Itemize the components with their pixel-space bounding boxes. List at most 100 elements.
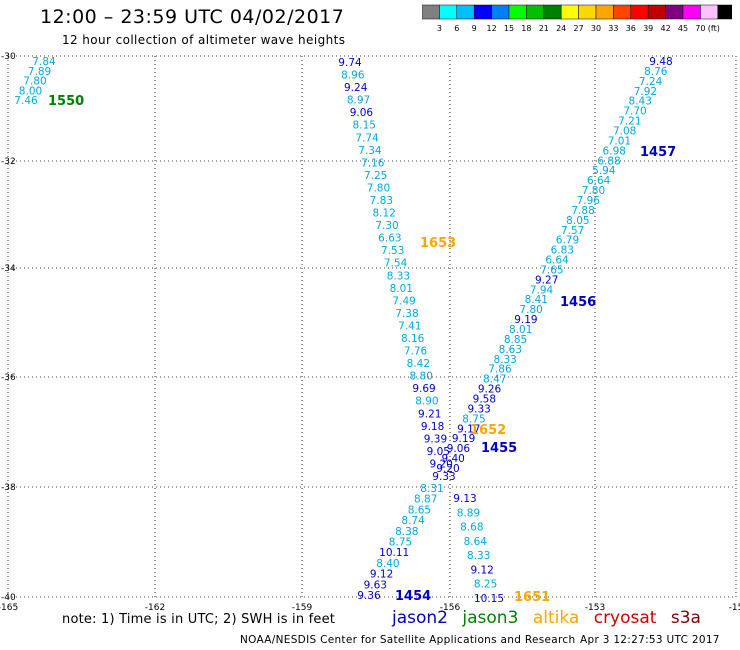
swh-value: 9.63 (364, 579, 387, 591)
swh-value: 8.33 (493, 354, 516, 366)
swh-value: 7.70 (623, 106, 646, 118)
pass-time-label: 1456 (560, 295, 596, 310)
pass-time-label: 1457 (640, 145, 676, 160)
swh-value: 7.83 (370, 195, 393, 207)
satellite-jason3: jason3 (462, 608, 519, 628)
swh-value: 9.58 (473, 394, 496, 406)
page-subtitle: 12 hour collection of altimeter wave hei… (62, 33, 346, 47)
legend-label: 12 (487, 24, 497, 33)
swh-value: 7.34 (358, 145, 382, 157)
swh-value: 9.17 (457, 423, 480, 435)
lat-tick-label: -40 (1, 593, 16, 603)
swh-value: 7.46 (14, 95, 38, 107)
swh-value: 8.43 (629, 96, 652, 108)
swh-value: 8.00 (19, 85, 42, 97)
satellite-altika: altika (532, 608, 580, 628)
satellite-s3a: s3a (670, 608, 701, 628)
swh-value: 7.74 (355, 132, 379, 144)
legend-label: 27 (574, 24, 584, 33)
swh-value: 9.48 (649, 56, 672, 68)
swh-value: 9.19 (514, 314, 537, 326)
swh-value: 7.80 (582, 185, 605, 197)
lon-tick-label: -15 (729, 603, 740, 612)
swh-value: 8.87 (414, 494, 437, 506)
legend-label: (ft) (708, 24, 720, 33)
swh-value: 7.53 (381, 245, 404, 257)
swh-value: 8.76 (644, 66, 668, 78)
swh-value: 9.36 (357, 590, 381, 602)
swh-value: 7.94 (530, 284, 554, 296)
legend-label: 15 (504, 24, 514, 33)
swh-value: 9.74 (338, 57, 362, 69)
lon-tick-label: -156 (440, 603, 461, 612)
lat-tick-label: -32 (1, 157, 16, 167)
swh-value: 9.33 (432, 471, 455, 483)
swh-value: 7.30 (375, 220, 398, 232)
swh-value: 7.84 (32, 56, 56, 68)
swh-value: 8.33 (467, 550, 490, 562)
swh-value: 7.92 (634, 86, 657, 98)
swh-value: 8.96 (341, 70, 365, 82)
swh-value: 7.80 (367, 182, 390, 194)
swh-value: 8.33 (387, 270, 410, 282)
satellite-legend: jason2 jason3 altika cryosat s3a (392, 608, 710, 628)
swh-value: 9.05 (427, 446, 450, 458)
swh-value: 8.31 (420, 483, 443, 495)
swh-value: 9.20 (429, 458, 452, 470)
swh-value: 7.80 (519, 304, 542, 316)
swh-value: 8.42 (407, 358, 430, 370)
swh-value: 9.06 (447, 443, 471, 455)
swh-value: 9.24 (344, 82, 368, 94)
swh-value: 7.76 (404, 346, 428, 358)
swh-value: 8.89 (457, 507, 480, 519)
swh-value: 7.57 (561, 225, 584, 237)
swh-value: 7.38 (395, 308, 418, 320)
swh-value: 6.64 (587, 175, 611, 187)
legend-label: 33 (608, 24, 618, 33)
swh-value: 10.11 (379, 547, 409, 559)
swh-value: 9.18 (421, 421, 444, 433)
swh-value: 7.41 (398, 320, 421, 332)
legend-label: 6 (454, 24, 459, 33)
pass-time-label: 1651 (514, 590, 550, 605)
swh-value: 9.06 (350, 107, 374, 119)
swh-value: 7.80 (23, 76, 46, 88)
swh-value: 8.80 (410, 371, 433, 383)
swh-value: 9.12 (370, 569, 393, 581)
lon-tick-label: -153 (585, 603, 605, 612)
legend-label: 30 (591, 24, 601, 33)
swh-value: 7.24 (639, 76, 663, 88)
swh-value: 7.49 (392, 295, 415, 307)
swh-value: 6.63 (378, 233, 401, 245)
swh-value: 7.54 (384, 258, 408, 270)
swh-value: 8.74 (401, 515, 425, 527)
swh-value: 8.75 (389, 537, 412, 549)
swh-value: 9.20 (436, 463, 459, 475)
swh-value: 6.83 (551, 245, 574, 257)
page-title: 12:00 – 23:59 UTC 04/02/2017 (40, 6, 345, 28)
swh-value: 8.47 (483, 374, 506, 386)
pass-time-label: 1550 (48, 94, 84, 109)
swh-value: 6.98 (603, 145, 626, 157)
swh-value: 9.19 (452, 433, 475, 445)
swh-value: 8.63 (499, 344, 522, 356)
legend-label: 39 (643, 24, 653, 33)
swh-value: 5.94 (592, 165, 616, 177)
legend-label: 21 (539, 24, 549, 33)
swh-value: 8.01 (509, 324, 532, 336)
swh-value: 7.86 (488, 364, 512, 376)
legend-label: 70 (695, 24, 705, 33)
wave-height-map: -165 -162 -159 -156 -153 -15 -30 -32 -34 -36 -38 -4… (0, 52, 740, 612)
lon-tick-label: -159 (292, 603, 313, 612)
legend-label: 42 (661, 24, 671, 33)
swh-value: 7.25 (364, 170, 387, 182)
legend-label: 18 (521, 24, 531, 33)
lat-tick-label: -30 (1, 52, 16, 62)
swh-value: 9.13 (453, 493, 476, 505)
swh-value: 8.05 (566, 215, 589, 227)
swh-value: 9.40 (441, 453, 464, 465)
swh-value: 6.79 (556, 235, 579, 247)
legend-label: 24 (556, 24, 566, 33)
swh-value: 8.15 (353, 120, 376, 132)
satellite-jason2: jason2 (392, 608, 448, 628)
